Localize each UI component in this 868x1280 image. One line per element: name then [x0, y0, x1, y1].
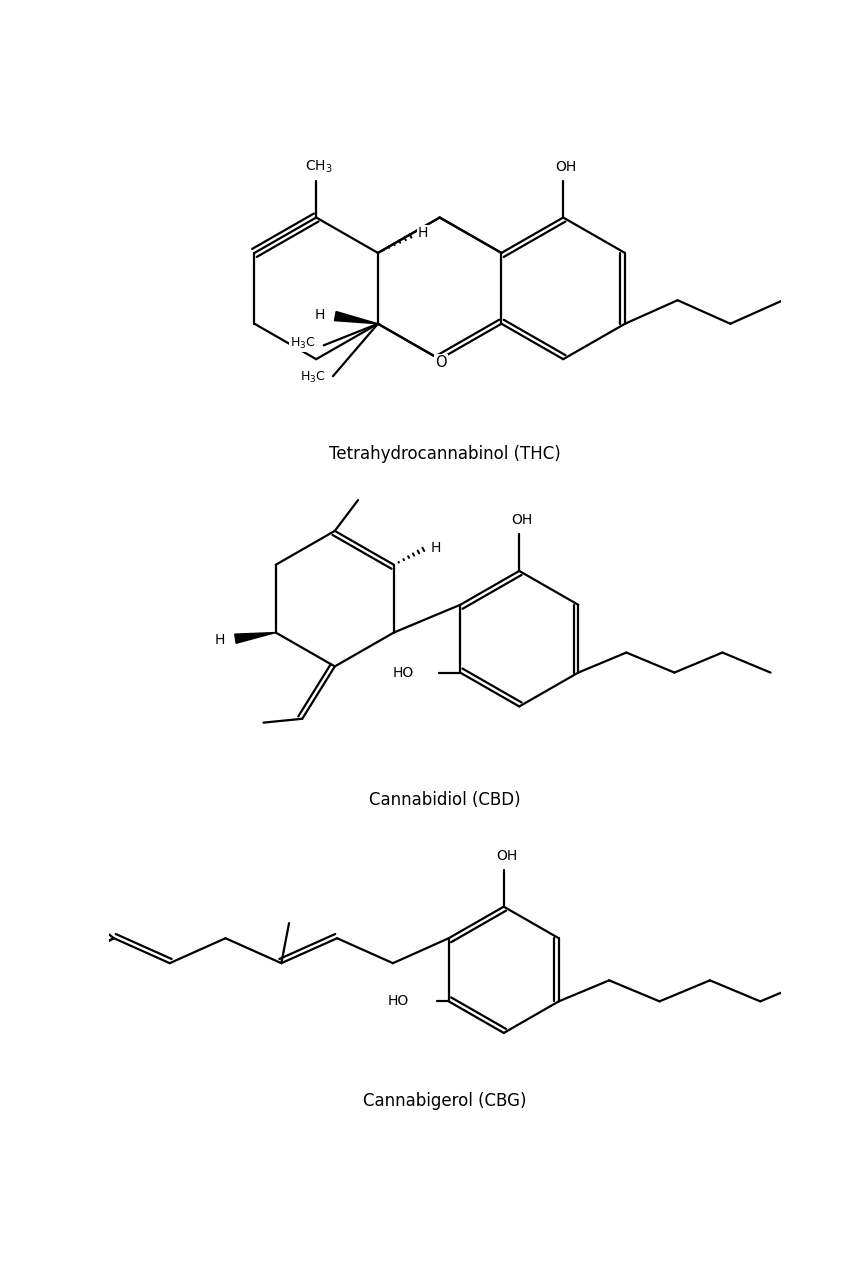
Text: H: H: [431, 541, 441, 554]
Text: CH$_3$: CH$_3$: [306, 159, 333, 175]
Text: H$_3$C: H$_3$C: [299, 370, 326, 385]
Text: OH: OH: [496, 849, 517, 863]
Polygon shape: [334, 311, 378, 324]
Text: OH: OH: [512, 513, 533, 527]
Text: OH: OH: [556, 160, 577, 174]
Polygon shape: [234, 632, 276, 644]
Text: O: O: [436, 355, 447, 370]
Text: Cannabigerol (CBG): Cannabigerol (CBG): [363, 1092, 527, 1110]
Text: Tetrahydrocannabinol (THC): Tetrahydrocannabinol (THC): [329, 445, 561, 463]
Text: H$_3$C: H$_3$C: [291, 337, 316, 351]
Text: H: H: [314, 307, 325, 321]
Text: HO: HO: [392, 666, 414, 680]
Text: Cannabidiol (CBD): Cannabidiol (CBD): [369, 791, 521, 809]
Text: H: H: [214, 634, 225, 648]
Text: HO: HO: [387, 995, 409, 1009]
Text: H: H: [418, 225, 428, 239]
